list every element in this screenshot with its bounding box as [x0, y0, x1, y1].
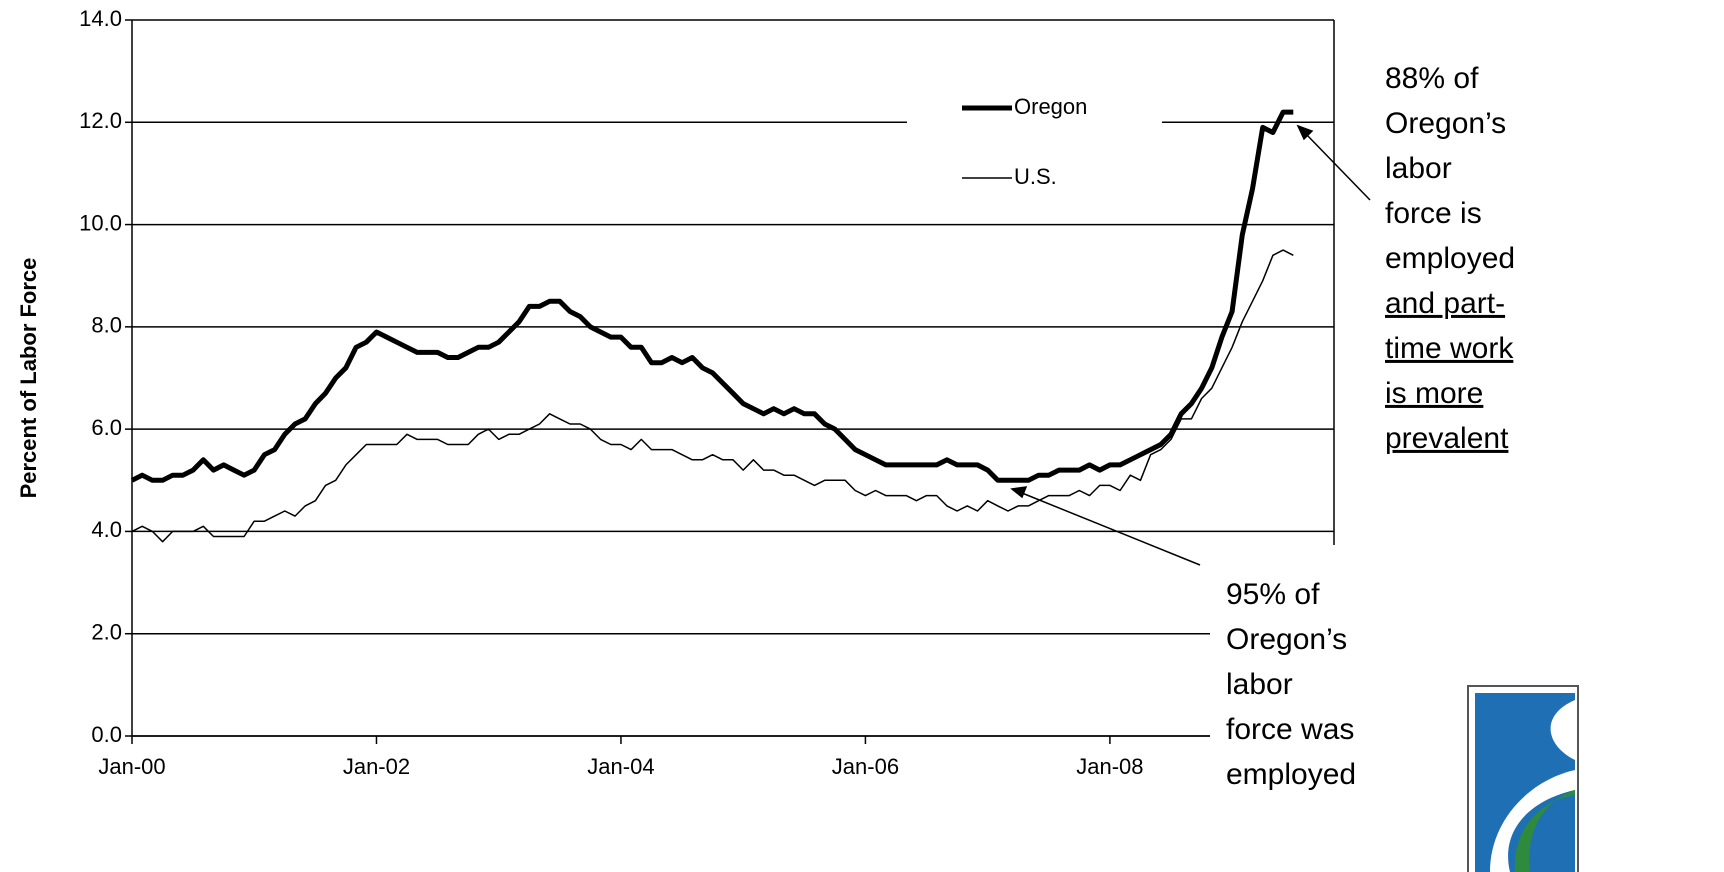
annotations: 88% of Oregon’s labor force is employed and p…	[1226, 62, 1515, 791]
annotation-underlined: time work	[1385, 332, 1514, 365]
y-tick-label: 4.0	[91, 517, 122, 542]
legend-label: U.S.	[1014, 164, 1057, 189]
logo	[1467, 685, 1579, 872]
y-tick-label: 10.0	[79, 210, 122, 235]
arrow	[1021, 492, 1201, 566]
x-tick-label: Jan-06	[832, 754, 899, 779]
arrows	[1010, 124, 1371, 566]
x-tick-label: Jan-00	[98, 754, 165, 779]
plot: Oregon U.S.	[130, 94, 1294, 543]
arrowhead	[1296, 124, 1314, 141]
x-tick-label: Jan-08	[1076, 754, 1143, 779]
x-tick-label: Jan-02	[343, 754, 410, 779]
annotation-line: labor	[1385, 152, 1452, 185]
annotation-box	[1210, 545, 1340, 795]
y-tick-label: 8.0	[91, 313, 122, 338]
annotation-line: employed	[1226, 758, 1356, 791]
x-tick-label: Jan-04	[587, 754, 654, 779]
logo-swoosh	[1490, 700, 1575, 872]
y-tick-label: 12.0	[79, 108, 122, 133]
legend-label: Oregon	[1014, 94, 1087, 119]
annotation-underlined: prevalent	[1385, 422, 1509, 455]
annotation-line: 88% of	[1385, 62, 1479, 95]
annotation-line: 95% of	[1226, 578, 1320, 611]
y-axis-label: Percent of Labor Force	[16, 258, 41, 499]
annotation-line: Oregon’s	[1226, 623, 1347, 656]
annotation-line: labor	[1226, 668, 1293, 701]
logo-leaf	[1514, 790, 1575, 872]
annotation-underlined: and part-	[1385, 287, 1505, 320]
y-tick-label: 6.0	[91, 415, 122, 440]
annotation-line: force is	[1385, 197, 1482, 230]
y-tick-label: 2.0	[91, 620, 122, 645]
annotation-line: force was	[1226, 713, 1354, 746]
arrowhead	[1010, 486, 1028, 499]
legend-box	[907, 86, 1162, 196]
annotation-underlined: is more	[1385, 377, 1483, 410]
annotation-line: employed	[1385, 242, 1515, 275]
arrow	[1305, 133, 1371, 201]
series-line	[130, 109, 1294, 483]
annotation-line: Oregon’s	[1385, 107, 1506, 140]
y-tick-label: 14.0	[79, 6, 122, 31]
y-tick-label: 0.0	[91, 722, 122, 747]
series-line	[131, 249, 1294, 543]
